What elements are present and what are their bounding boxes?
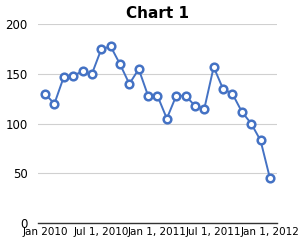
Title: Chart 1: Chart 1 (126, 6, 189, 21)
